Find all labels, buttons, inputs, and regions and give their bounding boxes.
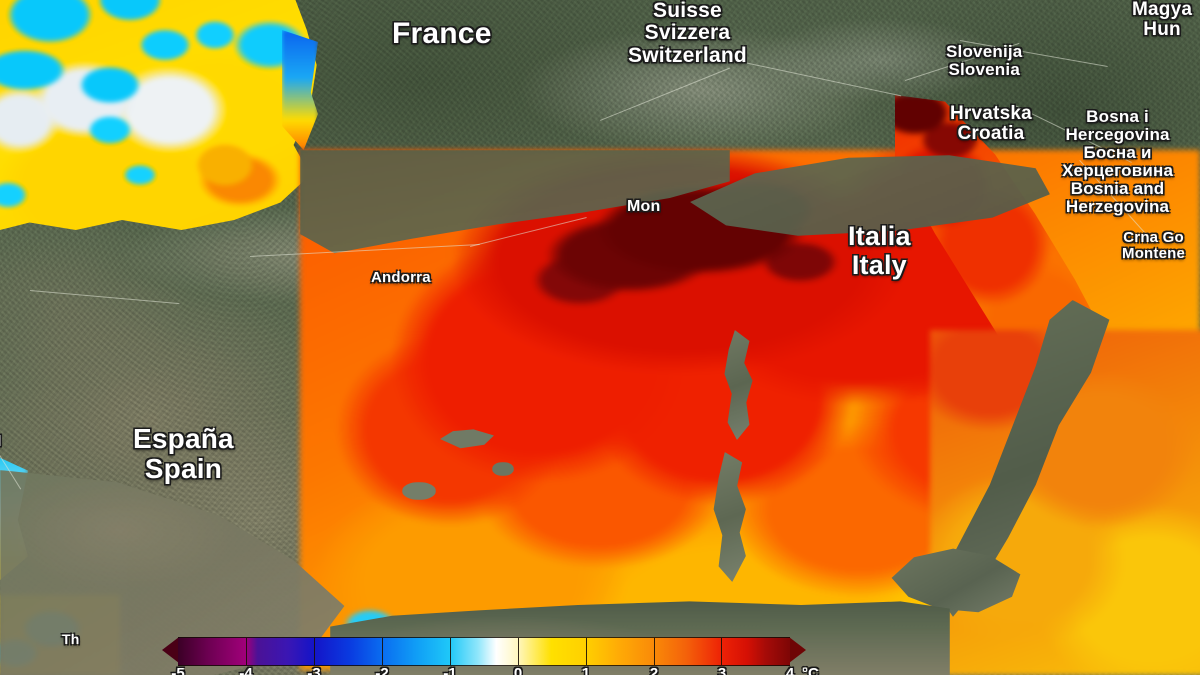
colorbar-segment-divider — [585, 638, 587, 665]
temperature-colorbar-legend: -5 -4 -3 -2 -1 0 1 2 3 4 °C — [162, 637, 819, 675]
colorbar-segment-divider — [517, 638, 519, 665]
colorbar-tick-label: 4 — [785, 665, 795, 675]
sst-overlay-atlantic — [0, 0, 317, 233]
colorbar-unit-label: °C — [802, 665, 819, 675]
colorbar-max-arrow — [789, 637, 806, 663]
colorbar-tick-label: -2 — [375, 665, 389, 675]
colorbar-segment-divider — [313, 638, 315, 665]
colorbar-tick-label: 1 — [581, 665, 591, 675]
colorbar-tick-label: -5 — [171, 665, 185, 675]
colorbar-segment-divider — [449, 638, 451, 665]
colorbar-segment-divider — [245, 638, 247, 665]
colorbar-tick-label: -1 — [443, 665, 457, 675]
colorbar-tick-label: -4 — [239, 665, 253, 675]
colorbar-segment-divider — [721, 638, 723, 665]
landmass-menorca — [492, 462, 514, 476]
colorbar-tick-label: 0 — [513, 665, 523, 675]
colorbar-gradient — [178, 637, 790, 666]
landmass-mallorca — [440, 429, 494, 449]
colorbar-min-arrow — [162, 637, 179, 663]
colorbar-tick-label: 2 — [649, 665, 659, 675]
colorbar-tick-label: -3 — [307, 665, 321, 675]
colorbar-segment-divider — [381, 638, 383, 665]
colorbar-segment-divider — [653, 638, 655, 665]
colorbar-tick-label: 3 — [717, 665, 727, 675]
landmass-ibiza — [402, 482, 436, 500]
